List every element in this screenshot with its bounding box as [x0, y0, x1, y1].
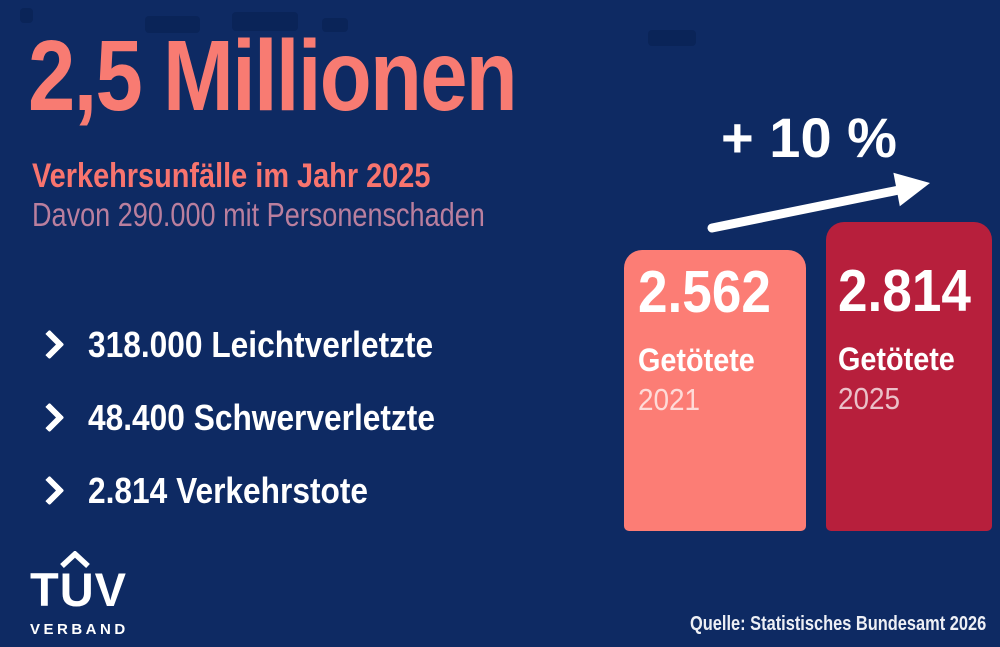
headline-text: 2,5 Millionen	[28, 20, 518, 132]
bar-year-text: 2021	[638, 381, 701, 417]
bar-2021: 2.562 Getötete 2021	[624, 250, 806, 531]
list-item-label: 318.000 Leichtverletzte	[88, 323, 434, 365]
logo-letter-u: U	[59, 551, 95, 616]
bar-year-label: 2025	[838, 380, 986, 416]
chevron-right-icon	[34, 475, 65, 506]
bar-year-text: 2025	[838, 380, 901, 416]
subtitle-detail-text: Davon 290.000 mit Personenschaden	[32, 196, 485, 233]
logo-letter-v: V	[94, 563, 128, 616]
bar-series-text: Getötete	[838, 341, 955, 377]
logo-letter-t: T	[30, 563, 60, 616]
list-item: 2.814 Verkehrstote	[34, 469, 482, 511]
list-item-label: 2.814 Verkehrstote	[88, 469, 369, 511]
tuv-verband-logo: T U V VERBAND	[30, 551, 129, 638]
subtitle: Verkehrsunfälle im Jahr 2025	[32, 157, 501, 195]
logo-wordmark: T U V	[30, 551, 129, 616]
bar-value-text: 2.562	[638, 259, 771, 325]
background-artifact	[648, 30, 696, 46]
chevron-right-icon	[34, 402, 65, 433]
list-item: 48.400 Schwerverletzte	[34, 396, 482, 438]
source-credit: Quelle: Statistisches Bundesamt 2026	[625, 613, 986, 635]
stats-list: 318.000 Leichtverletzte 48.400 Schwerver…	[34, 323, 482, 511]
bar-series-label: Getötete	[838, 341, 986, 378]
logo-subtitle: VERBAND	[30, 621, 129, 638]
list-item: 318.000 Leichtverletzte	[34, 323, 482, 365]
headline: 2,5 Millionen	[28, 26, 602, 126]
background-artifact	[322, 18, 348, 32]
bar-value-text: 2.814	[838, 258, 971, 324]
background-artifact	[145, 16, 200, 33]
chevron-right-icon	[34, 329, 65, 360]
arrow-up-right-icon	[707, 172, 930, 233]
bar-series-text: Getötete	[638, 342, 755, 378]
bar-series-label: Getötete	[638, 342, 798, 379]
background-artifact	[232, 12, 298, 31]
subtitle-text: Verkehrsunfälle im Jahr 2025	[32, 157, 431, 195]
source-credit-text: Quelle: Statistisches Bundesamt 2026	[689, 613, 986, 635]
bar-value: 2.562	[638, 263, 798, 322]
logo-letter-u-text: U	[59, 563, 95, 616]
background-artifact	[20, 8, 33, 23]
list-item-label: 48.400 Schwerverletzte	[88, 396, 435, 438]
bar-value: 2.814	[838, 262, 986, 321]
bar-2025: 2.814 Getötete 2025	[826, 222, 992, 531]
roof-icon	[59, 551, 90, 568]
bar-year-label: 2021	[638, 381, 798, 417]
subtitle-detail: Davon 290.000 mit Personenschaden	[32, 196, 584, 233]
change-annotation: + 10 %	[721, 106, 897, 169]
